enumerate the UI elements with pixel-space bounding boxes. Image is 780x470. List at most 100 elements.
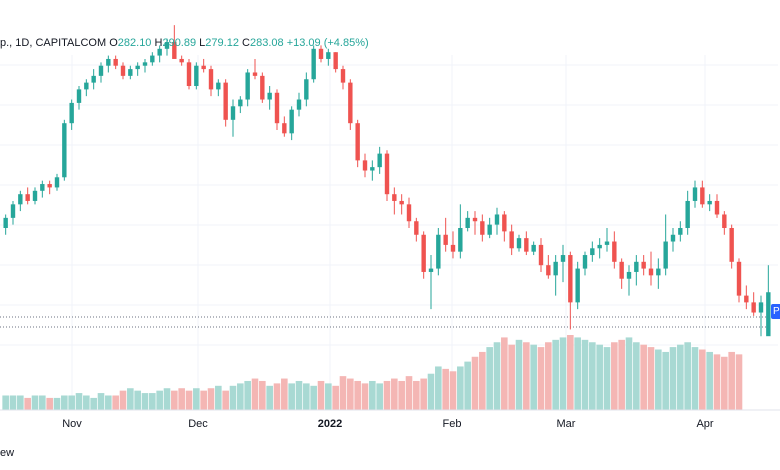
volume-bar <box>677 344 684 410</box>
volume-bar <box>119 390 127 410</box>
volume-bar <box>83 395 90 410</box>
candle-body <box>282 123 287 134</box>
candle-body <box>201 65 206 70</box>
volume-bar <box>237 383 244 410</box>
candle-body <box>172 42 177 59</box>
candle-body <box>238 99 243 107</box>
volume-bar <box>640 344 647 410</box>
volume-bar <box>530 344 537 410</box>
volume-bar <box>559 337 567 410</box>
candle-body <box>10 204 16 218</box>
candle-body <box>274 92 280 124</box>
volume-bar <box>141 393 149 410</box>
candle-body <box>260 75 265 100</box>
candle-body <box>377 153 382 168</box>
candle-body <box>113 58 118 66</box>
volume-bar <box>706 351 713 410</box>
volume-bar <box>200 390 207 410</box>
candle-body <box>399 200 404 205</box>
candle-body <box>553 261 558 276</box>
volume-bar <box>39 395 46 410</box>
volume-bar <box>222 390 229 410</box>
candle-body <box>766 292 771 337</box>
candle-body <box>69 102 74 124</box>
volume-bar <box>479 351 486 410</box>
volume-bar <box>134 390 141 410</box>
volume-bar <box>633 342 640 410</box>
volume-bar <box>105 395 112 410</box>
candle-body <box>707 200 712 205</box>
volume-bar <box>259 380 266 410</box>
volume-bar <box>310 385 317 410</box>
volume-bar <box>75 393 83 410</box>
candle-body <box>480 221 485 235</box>
volume-bar <box>244 380 251 410</box>
volume-bar <box>552 339 559 410</box>
candle-body <box>40 184 45 191</box>
candle-body <box>472 217 478 222</box>
candle-body <box>656 268 661 276</box>
x-tick-label: Feb <box>443 418 462 430</box>
x-tick-label: Dec <box>188 418 208 430</box>
candle-body <box>597 244 602 249</box>
low-label: L <box>199 37 206 49</box>
volume-bar <box>156 390 163 410</box>
volume-bar <box>669 347 677 410</box>
candle-body <box>384 153 390 195</box>
candle-body <box>612 241 617 262</box>
volume-bar <box>24 397 31 410</box>
volume-bar <box>427 373 435 410</box>
volume-bar <box>413 380 420 410</box>
volume-bar <box>523 342 530 410</box>
open-label: O <box>109 37 118 49</box>
volume-bar <box>347 378 354 410</box>
last-price-tag[interactable]: P <box>771 304 780 319</box>
candle-body <box>575 268 580 303</box>
volume-bar <box>127 388 134 410</box>
candle-body <box>98 65 104 76</box>
candle-body <box>179 58 184 63</box>
candle-body <box>84 82 89 90</box>
candle-body <box>216 82 221 90</box>
volume-bar <box>398 380 405 410</box>
volume-bar <box>281 378 288 410</box>
volume-bar <box>728 351 735 410</box>
view-label[interactable]: ew <box>0 447 15 459</box>
candle-body <box>648 268 654 276</box>
candle-body <box>362 160 368 171</box>
x-tick-label: Apr <box>696 418 713 430</box>
volume-bar <box>295 380 303 410</box>
candle-body <box>186 62 192 86</box>
volume-bar <box>537 347 545 410</box>
volume-bar <box>493 342 501 410</box>
candle-body <box>546 265 551 276</box>
candle-body <box>421 234 426 272</box>
candle-body <box>414 221 419 235</box>
candle-body <box>450 244 456 252</box>
x-tick-label: Nov <box>62 418 82 430</box>
volume-bar <box>691 347 699 410</box>
candle-body <box>267 92 272 100</box>
volume-bar <box>699 349 706 410</box>
candle-body <box>685 200 690 228</box>
volume-bar <box>46 397 53 410</box>
volume-bar <box>662 351 669 410</box>
volume-bar <box>625 337 633 410</box>
high-label: H <box>154 37 163 49</box>
candle-body <box>744 295 749 303</box>
candle-body <box>245 72 250 100</box>
symbol-label: p., 1D, CAPITALCOM <box>0 37 107 49</box>
volume-bar <box>486 347 493 410</box>
candle-body <box>436 234 441 269</box>
candle-body <box>142 62 148 66</box>
candle-body <box>230 106 236 120</box>
candle-body <box>76 89 82 103</box>
candle-body <box>25 194 30 201</box>
candle-body <box>604 241 610 245</box>
candle-body <box>722 214 727 228</box>
volume-bar <box>207 388 215 410</box>
volume-bar <box>464 361 471 410</box>
candle-body <box>47 184 52 188</box>
